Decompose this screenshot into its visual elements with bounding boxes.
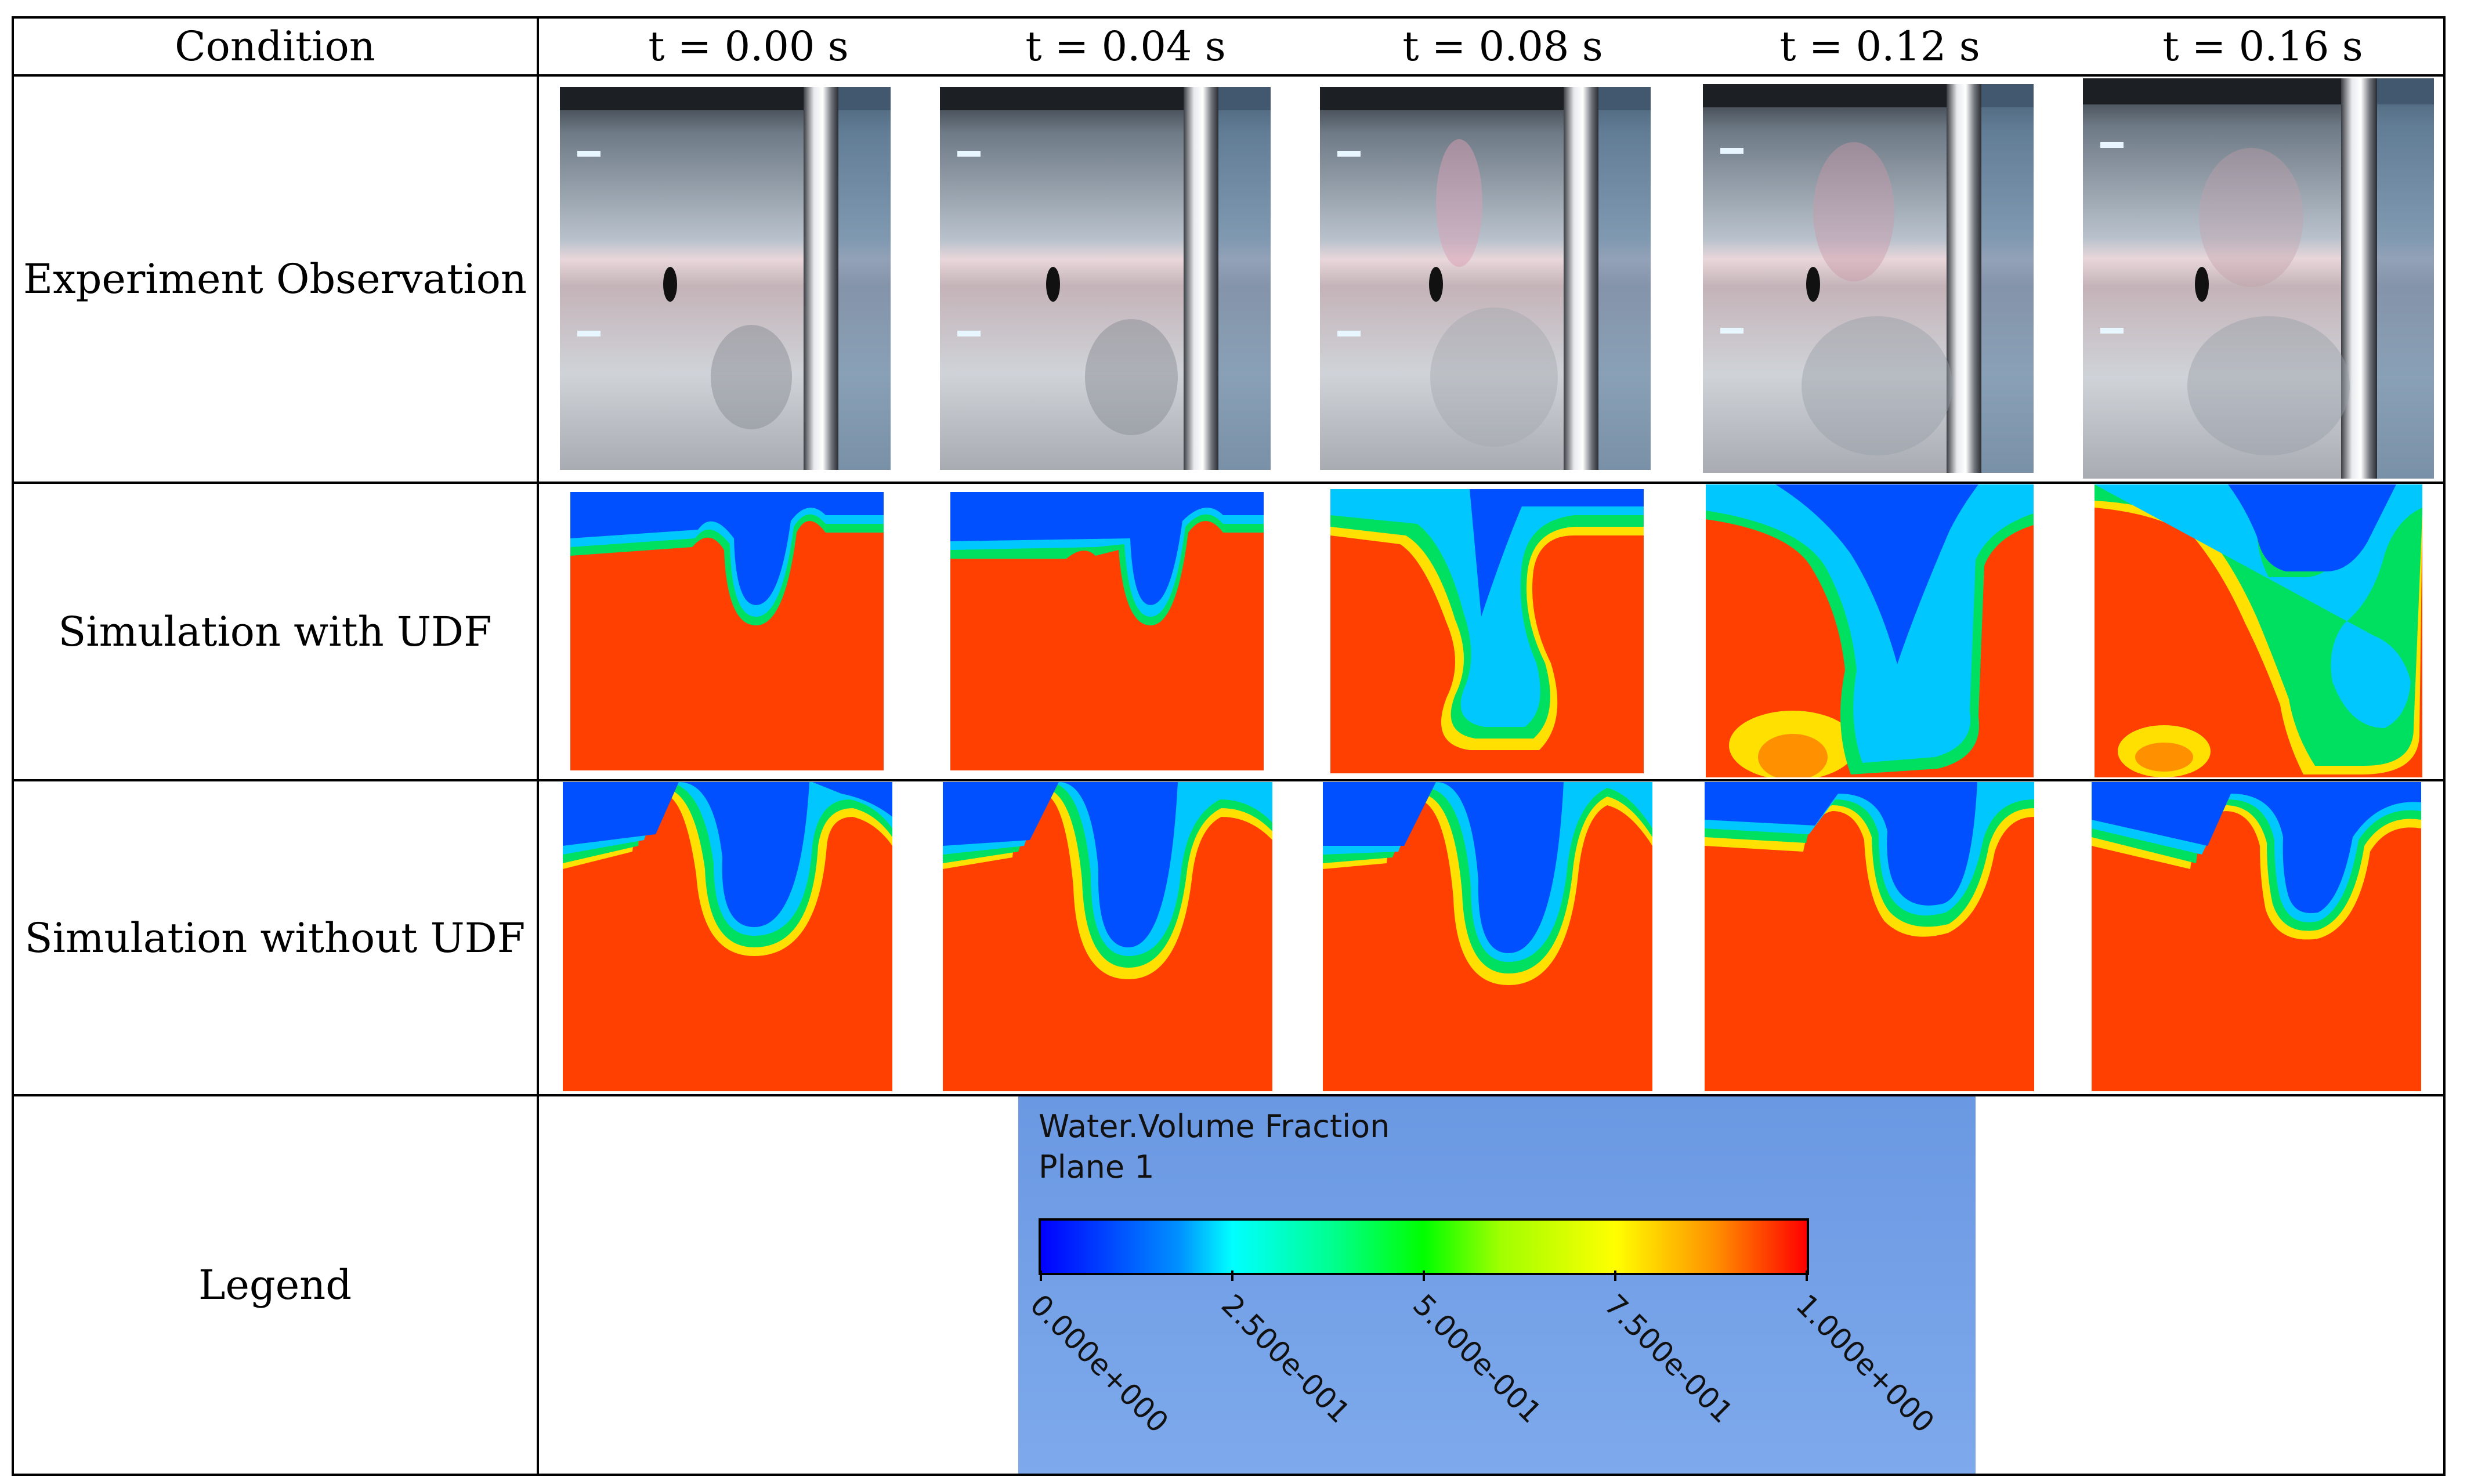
header-condition: Condition — [175, 23, 375, 70]
sim-no-udf-contour-1 — [943, 782, 1272, 1091]
sim-udf-contour-2 — [1330, 489, 1644, 773]
legend-tick-label: 1.000e+000 — [1789, 1288, 1941, 1440]
sim-no-udf-contour-3 — [1705, 782, 2034, 1091]
header-time-1: t = 0.04 s — [1025, 23, 1226, 70]
legend-subtitle: Plane 1 — [1039, 1149, 1155, 1185]
experiment-photo-3 — [1703, 84, 2034, 473]
legend-colorbar — [1039, 1218, 1809, 1275]
experiment-photo-0 — [560, 87, 891, 470]
header-time-3: t = 0.12 s — [1779, 23, 1980, 70]
sim-udf-contour-0 — [570, 492, 884, 770]
column-divider — [537, 16, 539, 1476]
sim-udf-contour-4 — [2095, 484, 2422, 777]
experiment-photo-4 — [2083, 78, 2434, 479]
sim-udf-contour-3 — [1706, 484, 2034, 777]
table-border-left — [12, 16, 14, 1476]
row-label-sim-udf: Simulation with UDF — [58, 607, 492, 656]
table-border-top — [12, 16, 2446, 19]
sim-no-udf-contour-0 — [563, 782, 892, 1091]
sim-no-udf-contour-4 — [2092, 782, 2421, 1091]
legend-tick-label: 7.500e-001 — [1597, 1288, 1740, 1430]
row-label-sim-no-udf: Simulation without UDF — [24, 914, 526, 962]
experiment-photo-1 — [940, 87, 1271, 470]
row-divider — [12, 1094, 2446, 1096]
legend-title: Water.Volume Fraction — [1039, 1108, 1390, 1145]
row-divider — [12, 74, 2446, 77]
header-time-2: t = 0.08 s — [1402, 23, 1603, 70]
legend-tick-label: 2.500e-001 — [1214, 1288, 1357, 1430]
sim-udf-contour-1 — [950, 492, 1264, 770]
header-time-0: t = 0.00 s — [648, 23, 849, 70]
row-label-experiment: Experiment Observation — [23, 255, 527, 303]
table-border-bottom — [12, 1474, 2446, 1476]
legend-tick — [1040, 1271, 1042, 1281]
legend-tick-label: 0.000e+000 — [1023, 1288, 1175, 1440]
legend-tick — [1423, 1271, 1425, 1281]
row-divider — [12, 779, 2446, 781]
legend-tick — [1806, 1271, 1808, 1281]
experiment-photo-2 — [1320, 87, 1651, 470]
legend-tick — [1614, 1271, 1616, 1281]
sim-no-udf-contour-2 — [1323, 782, 1652, 1091]
header-time-4: t = 0.16 s — [2162, 23, 2363, 70]
legend-tick — [1231, 1271, 1234, 1281]
legend-tick-label: 5.000e-001 — [1406, 1288, 1549, 1430]
table-border-right — [2443, 16, 2446, 1476]
row-label-legend: Legend — [198, 1261, 352, 1309]
legend-panel: Water.Volume Fraction Plane 1 0.000e+000… — [1018, 1096, 1976, 1474]
row-divider — [12, 482, 2446, 484]
